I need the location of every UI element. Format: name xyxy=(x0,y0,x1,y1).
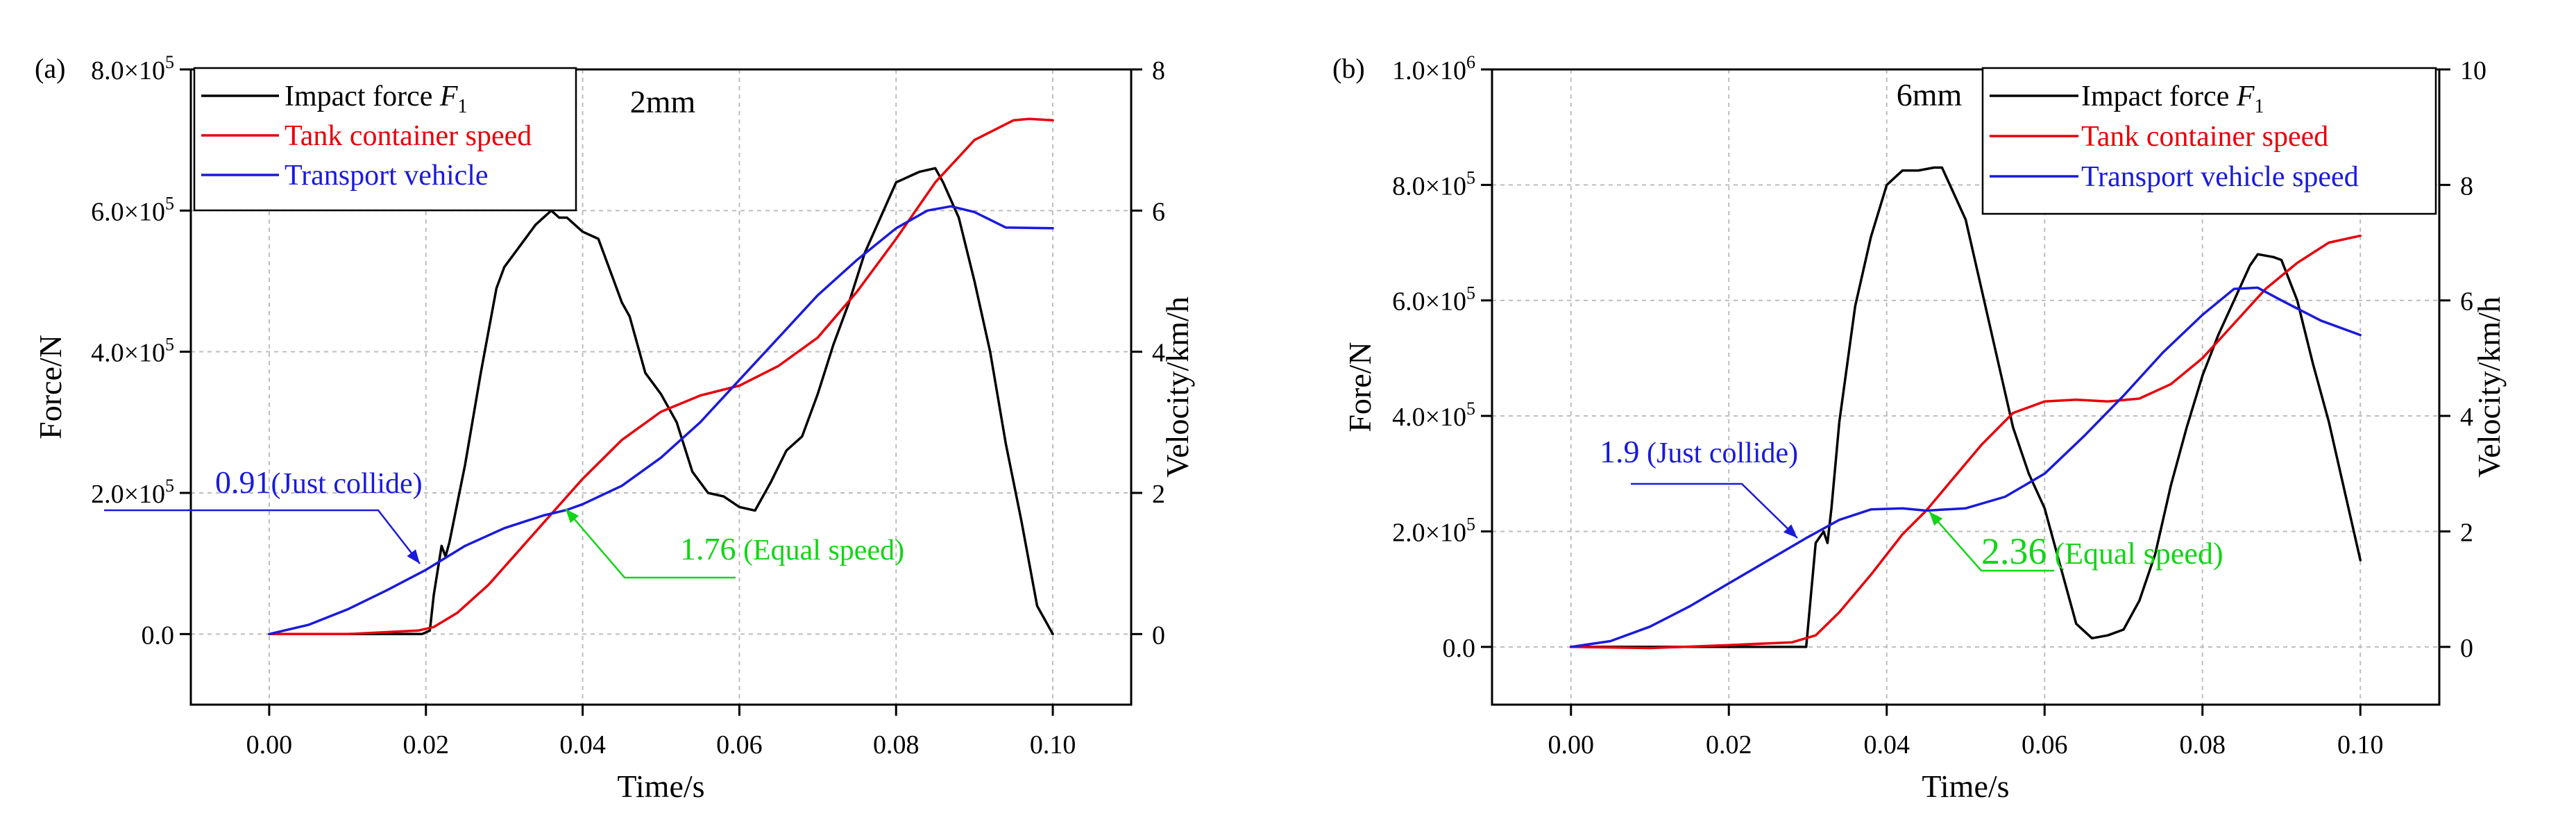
x-axis-label: Time/s xyxy=(617,769,704,804)
annotation-arrowhead-1 xyxy=(407,549,420,564)
x-axis-label: Time/s xyxy=(1922,769,2009,804)
y-right-tick-label: 8 xyxy=(1152,56,1165,85)
y-left-tick-label: 6.0×105 xyxy=(1392,283,1475,317)
legend-label: Tank container speed xyxy=(2081,121,2328,153)
y-right-tick-label: 4 xyxy=(1152,339,1165,368)
legend-label: Impact force F1 xyxy=(285,81,468,117)
y-left-tick-label: 6.0×105 xyxy=(91,193,174,226)
y-right-tick-label: 2 xyxy=(2460,518,2473,547)
y-right-tick-label: 10 xyxy=(2460,56,2486,85)
annotation-2: 2.36 (Equal speed) xyxy=(1929,511,2223,572)
y-right-tick-label: 4 xyxy=(2460,403,2473,432)
series-line-2 xyxy=(268,117,1054,636)
legend-label: Impact force F1 xyxy=(2081,81,2264,117)
x-tick-label: 0.04 xyxy=(559,730,606,759)
y-left-tick-label: 8.0×105 xyxy=(91,52,174,85)
y-left-tick-label: 2.0×105 xyxy=(91,476,174,509)
legend-label: Transport vehicle xyxy=(285,160,489,192)
legend-box xyxy=(1981,67,2437,215)
annotation-leader-1 xyxy=(104,509,421,564)
y-left-tick-label: 4.0×105 xyxy=(1392,398,1475,432)
legend-label: Tank container speed xyxy=(285,120,532,152)
y-left-tick-label: 2.0×105 xyxy=(1392,514,1475,547)
annotation-leader-2 xyxy=(565,508,736,579)
series-line-3 xyxy=(268,205,1054,636)
x-tick-label: 0.06 xyxy=(716,730,763,759)
annotation-arrowhead-2 xyxy=(1929,512,1943,526)
annotation-label: 0.91(Just collide) xyxy=(215,464,423,500)
legend: Impact force F1 Tank container speed Trans… xyxy=(1981,67,2437,215)
y-left-tick-label: 0.0 xyxy=(1443,634,1476,663)
annotation-1: 0.91(Just collide) xyxy=(104,464,423,564)
plot-frame xyxy=(1491,68,2441,706)
x-tick-label: 0.06 xyxy=(2022,730,2068,759)
y-left-axis-label: Force/N xyxy=(33,335,68,439)
annotation-leader-2 xyxy=(1929,511,2054,572)
series-line-1 xyxy=(1570,166,2362,648)
chart-title: 2mm xyxy=(630,84,696,119)
y-left-axis-label: Fore/N xyxy=(1342,342,1378,432)
x-tick-label: 0.00 xyxy=(246,730,293,759)
x-tick-label: 0.02 xyxy=(1706,730,1752,759)
x-tick-label: 0.02 xyxy=(403,730,450,759)
annotation-label: 1.9 (Just collide) xyxy=(1600,434,1798,469)
y-right-tick-label: 8 xyxy=(2460,171,2473,201)
legend-label: Transport vehicle speed xyxy=(2081,161,2359,193)
legend-box xyxy=(193,67,577,212)
x-tick-label: 0.10 xyxy=(1030,730,1076,759)
series-line-2 xyxy=(1570,234,2362,650)
y-right-tick-label: 6 xyxy=(1152,197,1165,226)
x-tick-label: 0.04 xyxy=(1864,730,1910,759)
annotation-arrowhead-1 xyxy=(1783,524,1797,538)
y-left-tick-label: 0.0 xyxy=(142,621,175,650)
chart-panel-2: 0.00 0.02 0.04 0.06 0.08 0.10 Time/s 0.0 2.0×105… xyxy=(1332,52,2507,804)
annotation-leader-1 xyxy=(1631,482,1798,539)
annotation-2: 1.76 (Equal speed) xyxy=(565,508,904,579)
y-left-tick-label: 4.0×105 xyxy=(91,335,174,368)
y-right-tick-label: 0 xyxy=(1152,621,1165,650)
annotation-label: 2.36 (Equal speed) xyxy=(1981,530,2223,572)
y-left-tick-label: 8.0×105 xyxy=(1392,167,1475,201)
y-right-axis-label: Velocity/km/h xyxy=(2471,296,2507,478)
series-line-3 xyxy=(1570,286,2362,648)
chart-title: 6mm xyxy=(1897,77,1963,112)
y-right-tick-label: 0 xyxy=(2460,634,2473,663)
panel-label: (a) xyxy=(35,53,65,84)
y-left-tick-label: 1.0×106 xyxy=(1392,52,1475,85)
x-tick-label: 0.08 xyxy=(873,730,920,759)
annotation-label: 1.76 (Equal speed) xyxy=(680,531,904,566)
annotation-arrowhead-2 xyxy=(566,509,579,523)
panel-label: (b) xyxy=(1332,53,1365,84)
annotation-1: 1.9 (Just collide) xyxy=(1600,434,1798,539)
plot-frame xyxy=(189,68,1133,706)
x-tick-label: 0.08 xyxy=(2180,730,2226,759)
x-tick-label: 0.10 xyxy=(2337,730,2384,759)
series-line-1 xyxy=(268,167,1054,636)
y-right-tick-label: 2 xyxy=(1152,480,1165,509)
chart-panel-1: 0.00 0.02 0.04 0.06 0.08 0.10 Time/s 0.0 2.0×105… xyxy=(33,52,1195,804)
y-right-tick-label: 6 xyxy=(2460,287,2473,317)
y-right-axis-label: Velocity/km/h xyxy=(1160,296,1195,478)
x-tick-label: 0.00 xyxy=(1548,730,1595,759)
